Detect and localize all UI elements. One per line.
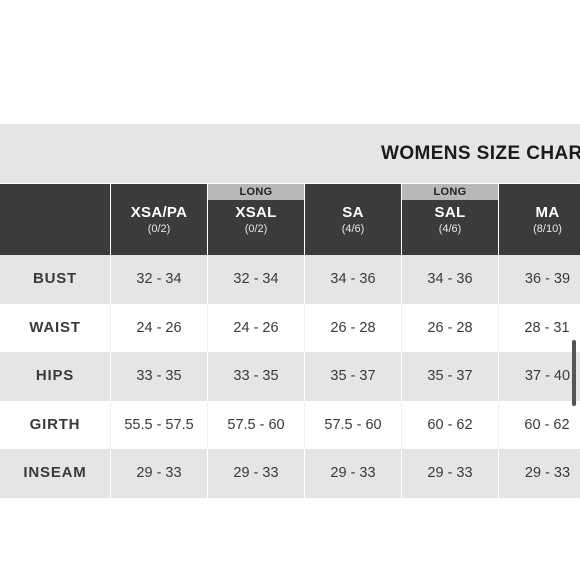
table-cell: 35 - 37 (305, 352, 402, 401)
column-header-ma: MA (8/10) (499, 184, 580, 255)
column-header-sal: LONG SAL (4/6) (402, 184, 499, 255)
table-cell: 57.5 - 60 (208, 400, 305, 450)
vertical-scrollbar[interactable] (572, 340, 576, 406)
column-header-xsa-pa: XSA/PA (0/2) (111, 184, 208, 255)
table-cell: 26 - 28 (402, 303, 499, 353)
table-cell: 29 - 33 (499, 449, 580, 498)
size-name: XSAL (235, 204, 277, 221)
table-cell: 29 - 33 (402, 449, 499, 498)
size-numeric: (0/2) (147, 223, 171, 235)
table-cell: 28 - 31 (499, 303, 580, 353)
table-cell: 26 - 28 (305, 303, 402, 353)
table-cell: 34 - 36 (305, 255, 402, 304)
size-numeric: (8/10) (533, 223, 562, 235)
size-numeric: (4/6) (341, 223, 365, 235)
table-cell: 32 - 34 (111, 255, 208, 304)
size-name: MA (535, 204, 560, 221)
table-cell: 36 - 39 (499, 255, 580, 304)
long-tag: LONG (402, 184, 498, 200)
row-label: INSEAM (0, 449, 111, 498)
row-label: WAIST (0, 303, 111, 353)
table-cell: 60 - 62 (402, 400, 499, 450)
size-name: SA (342, 204, 364, 221)
table-row-bust: BUST 32 - 34 32 - 34 34 - 36 34 - 36 36 … (0, 255, 580, 304)
long-tag: LONG (208, 184, 304, 200)
size-numeric: (4/6) (438, 223, 462, 235)
row-label: HIPS (0, 352, 111, 401)
table-cell: 29 - 33 (208, 449, 305, 498)
table-cell: 29 - 33 (305, 449, 402, 498)
title-band (0, 124, 580, 183)
header-row: XSA/PA (0/2) LONG XSAL (0/2) SA (4/6) LO… (0, 184, 580, 255)
table-row-inseam: INSEAM 29 - 33 29 - 33 29 - 33 29 - 33 2… (0, 449, 580, 498)
table-cell: 32 - 34 (208, 255, 305, 304)
header-corner (0, 184, 111, 255)
table-row-waist: WAIST 24 - 26 24 - 26 26 - 28 26 - 28 28… (0, 303, 580, 353)
column-header-xsal: LONG XSAL (0/2) (208, 184, 305, 255)
table-cell: 33 - 35 (111, 352, 208, 401)
table-cell: 24 - 26 (208, 303, 305, 353)
table-cell: 29 - 33 (111, 449, 208, 498)
table-cell: 57.5 - 60 (305, 400, 402, 450)
table-cell: 33 - 35 (208, 352, 305, 401)
table-cell: 60 - 62 (499, 400, 580, 450)
size-name: SAL (434, 204, 466, 221)
row-label: BUST (0, 255, 111, 304)
table-cell: 37 - 40 (499, 352, 580, 401)
table-cell: 55.5 - 57.5 (111, 400, 208, 450)
size-table: XSA/PA (0/2) LONG XSAL (0/2) SA (4/6) LO… (0, 184, 580, 498)
row-label: GIRTH (0, 400, 111, 450)
table-row-hips: HIPS 33 - 35 33 - 35 35 - 37 35 - 37 37 … (0, 352, 580, 401)
table-cell: 35 - 37 (402, 352, 499, 401)
size-numeric: (0/2) (244, 223, 268, 235)
column-header-sa: SA (4/6) (305, 184, 402, 255)
table-cell: 24 - 26 (111, 303, 208, 353)
size-name: XSA/PA (130, 204, 188, 221)
table-row-girth: GIRTH 55.5 - 57.5 57.5 - 60 57.5 - 60 60… (0, 400, 580, 450)
table-cell: 34 - 36 (402, 255, 499, 304)
chart-title: WOMENS SIZE CHART (381, 143, 580, 164)
